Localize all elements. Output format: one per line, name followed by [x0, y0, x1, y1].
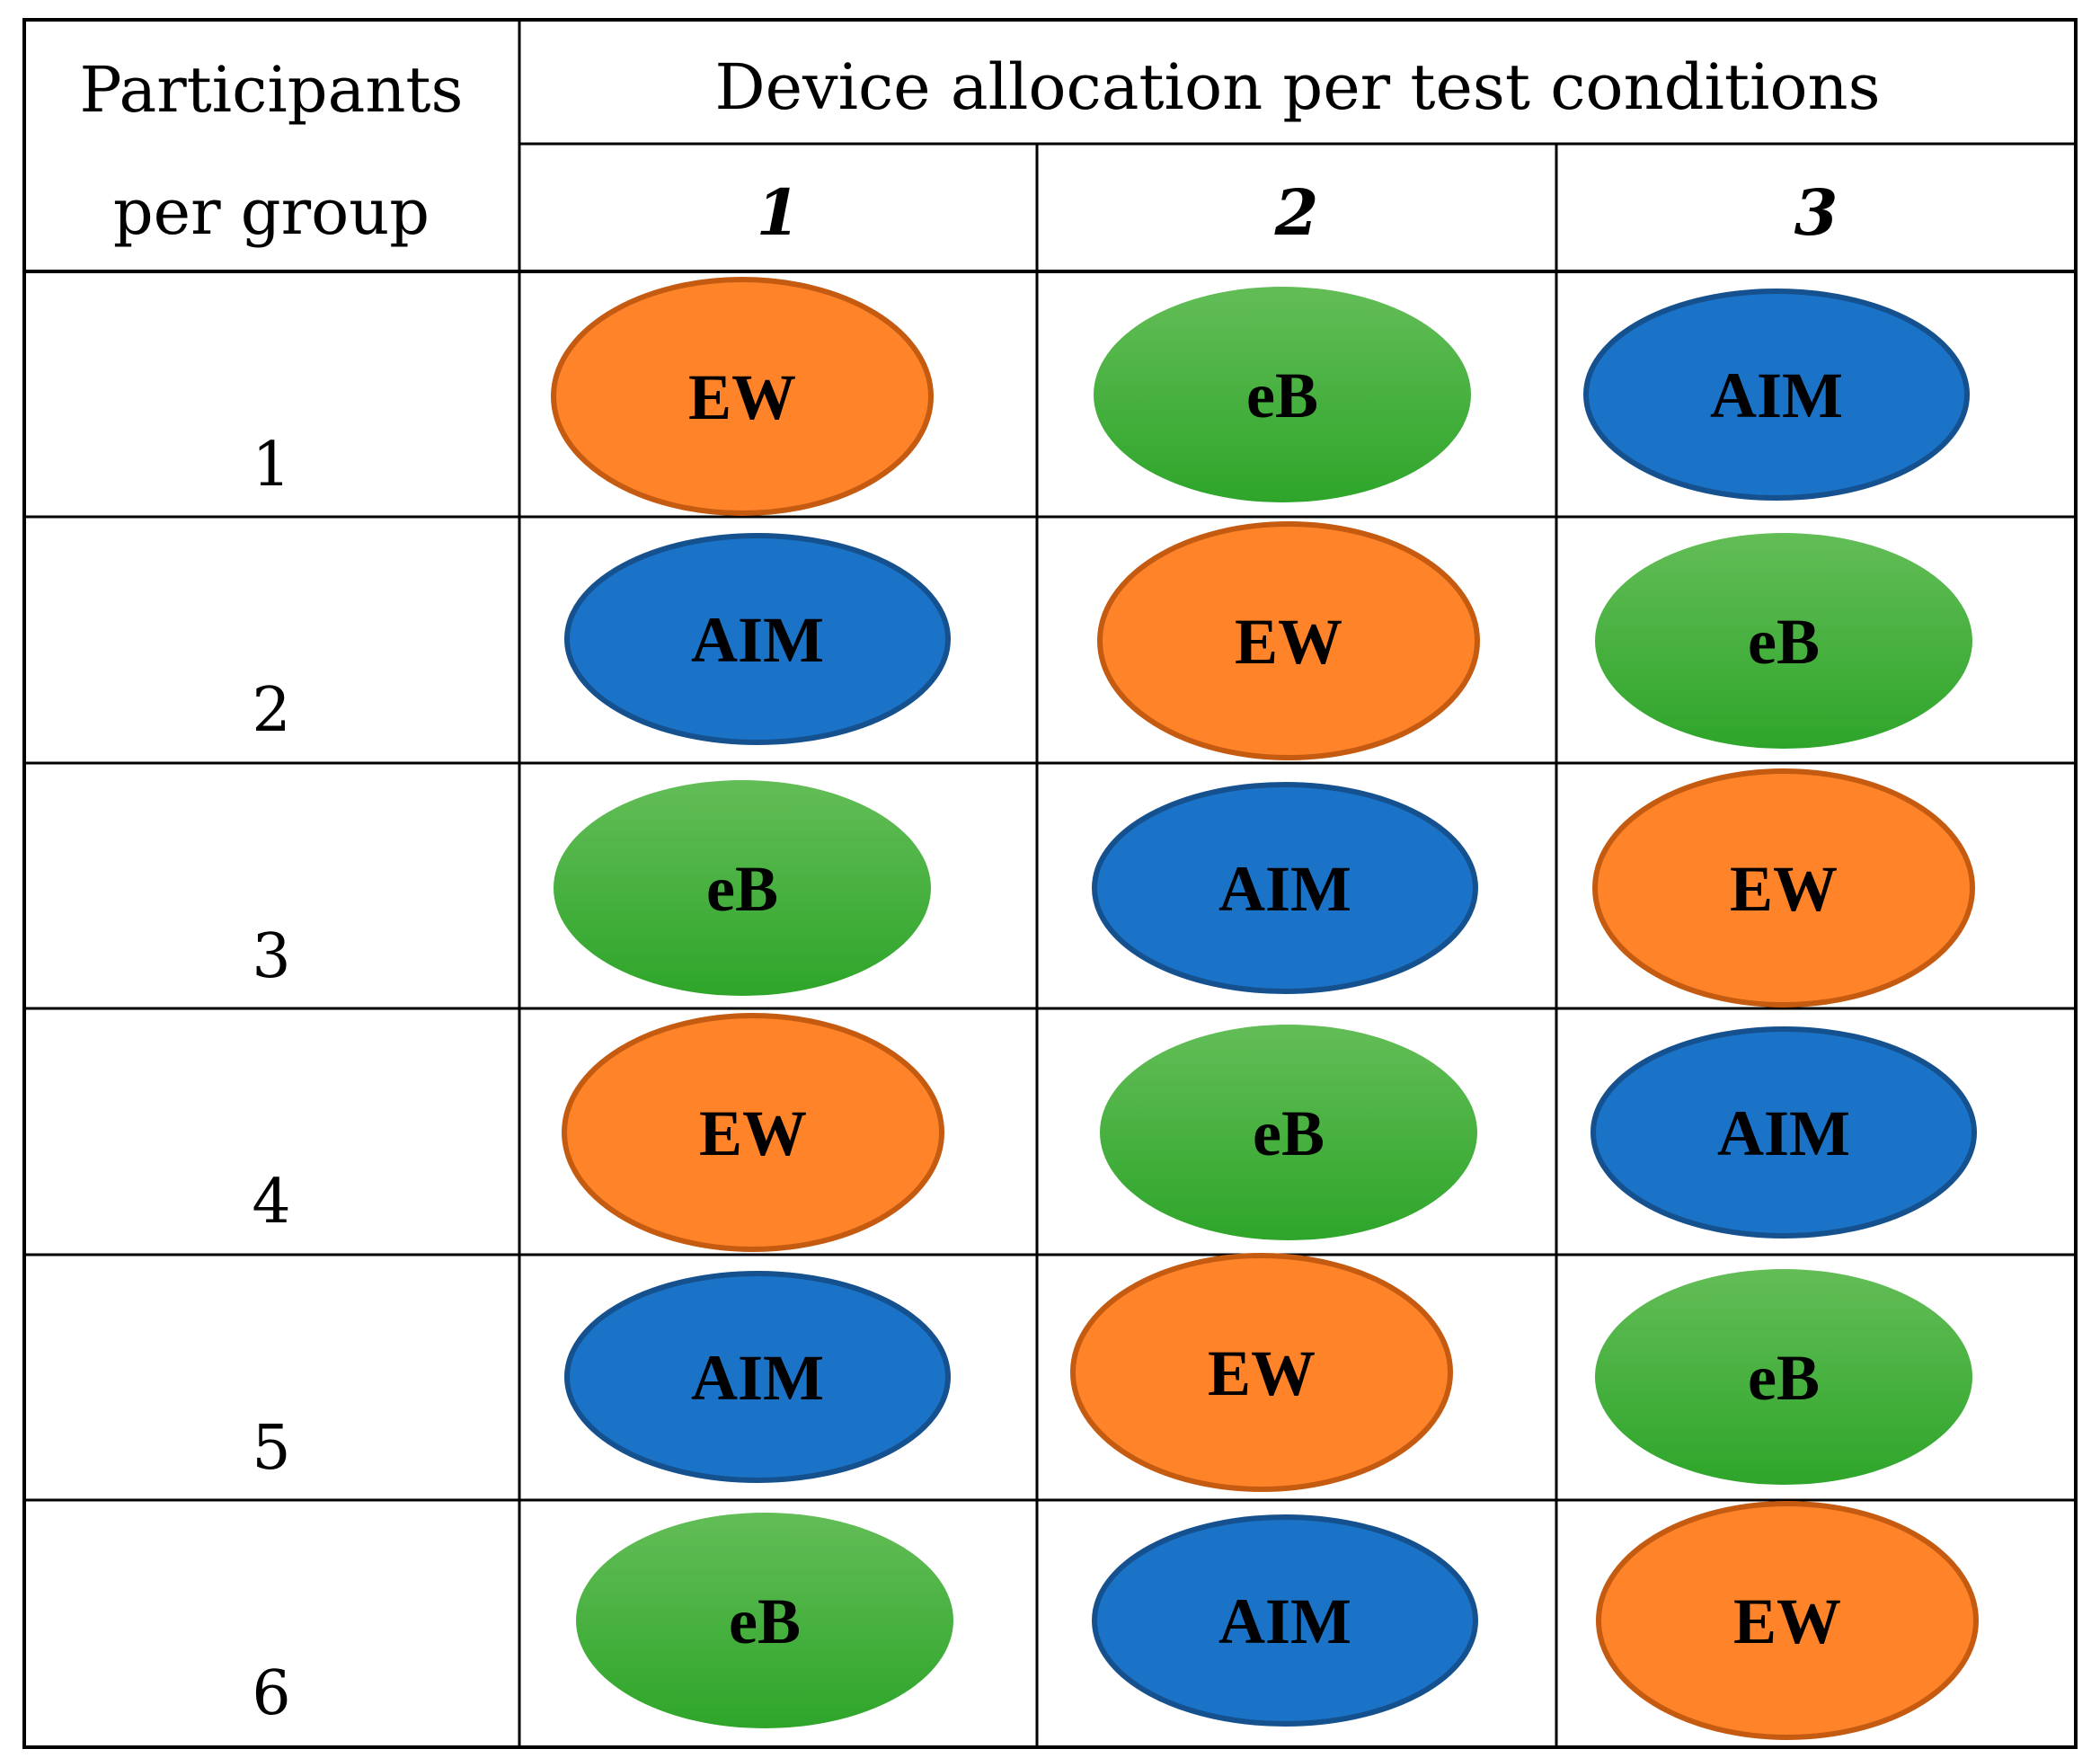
device-badge-aim: AIM	[1591, 1026, 1977, 1239]
device-label: eB	[1748, 606, 1820, 678]
table-row: 1 EW eB AIM	[252, 277, 1970, 516]
device-ellipse	[1100, 1025, 1477, 1240]
device-label: AIM	[691, 1342, 824, 1414]
device-ellipse	[551, 277, 934, 516]
device-badge-ew: EW	[562, 1013, 944, 1252]
device-badge-eb: eB	[576, 1513, 953, 1728]
device-ellipse	[1070, 1253, 1453, 1492]
device-badge-eb: eB	[1595, 1269, 1972, 1485]
device-label: eB	[1246, 360, 1318, 431]
device-badge-eb: eB	[1595, 533, 1972, 749]
device-ellipse	[1592, 768, 1975, 1008]
device-ellipse	[1092, 782, 1478, 994]
device-label: eB	[1748, 1342, 1820, 1414]
group-number: 2	[252, 675, 290, 746]
device-ellipse	[564, 533, 951, 745]
group-number: 5	[252, 1413, 290, 1484]
device-badge-aim: AIM	[1583, 289, 1970, 501]
table-row: 4 EW eB AIM	[252, 1013, 1977, 1252]
device-label: EW	[1730, 853, 1838, 925]
device-label: EW	[688, 361, 796, 433]
device-badge-ew: EW	[1097, 521, 1480, 760]
device-label: EW	[1208, 1337, 1316, 1409]
device-ellipse	[1092, 1514, 1478, 1727]
participants-header-line1: Participants	[80, 53, 464, 127]
group-number: 4	[252, 1167, 290, 1238]
device-ellipse	[1596, 1501, 1979, 1740]
device-label: eB	[706, 853, 778, 925]
device-badge-aim: AIM	[564, 1271, 951, 1483]
table-row: 3 eB AIM EW	[252, 768, 1975, 1008]
device-label: eB	[1253, 1097, 1325, 1169]
device-badge-ew: EW	[551, 277, 934, 516]
device-badge-ew: EW	[1596, 1501, 1979, 1740]
device-ellipse	[1595, 1269, 1972, 1485]
device-label: AIM	[691, 604, 824, 676]
table-row: 2 AIM EW eB	[252, 521, 1972, 760]
device-ellipse	[554, 780, 931, 996]
condition-header-2: 2	[1274, 175, 1319, 250]
device-ellipse	[576, 1513, 953, 1728]
participants-header-line2: per group	[113, 175, 430, 249]
condition-header-3: 3	[1794, 175, 1839, 250]
device-ellipse	[1595, 533, 1972, 749]
device-label: AIM	[1218, 1585, 1351, 1657]
device-ellipse	[1097, 521, 1480, 760]
device-badge-aim: AIM	[1092, 1514, 1478, 1727]
device-label: AIM	[1717, 1097, 1850, 1169]
allocation-header-title: Device allocation per test conditions	[714, 50, 1880, 124]
device-ellipse	[1591, 1026, 1977, 1239]
device-ellipse	[1583, 289, 1970, 501]
device-badge-eb: eB	[554, 780, 931, 996]
allocation-rows: 1 EW eB AIM 2 AIM EW eB 3 eB AIM EW 4 EW eB AIM 5 AIM EW eB…	[252, 277, 1979, 1740]
device-badge-ew: EW	[1070, 1253, 1453, 1492]
group-number: 6	[252, 1658, 290, 1729]
device-badge-eb: eB	[1100, 1025, 1477, 1240]
device-badge-aim: AIM	[1092, 782, 1478, 994]
table-frame	[22, 18, 2078, 1749]
device-label: eB	[729, 1585, 801, 1657]
device-label: EW	[1733, 1585, 1841, 1657]
device-ellipse	[564, 1271, 951, 1483]
device-label: AIM	[1218, 853, 1351, 925]
device-badge-aim: AIM	[564, 533, 951, 745]
condition-header-1: 1	[757, 175, 801, 250]
device-label: EW	[1235, 606, 1342, 678]
table-row: 5 AIM EW eB	[252, 1253, 1972, 1492]
row-dividers	[24, 515, 2076, 1502]
device-label: AIM	[1710, 360, 1843, 431]
group-number: 3	[252, 921, 290, 992]
device-badge-eb: eB	[1094, 287, 1471, 502]
device-badge-ew: EW	[1592, 768, 1975, 1008]
group-number: 1	[252, 430, 290, 501]
device-label: EW	[699, 1097, 807, 1169]
device-ellipse	[1094, 287, 1471, 502]
table-row: 6 eB AIM EW	[252, 1501, 1979, 1740]
device-ellipse	[562, 1013, 944, 1252]
